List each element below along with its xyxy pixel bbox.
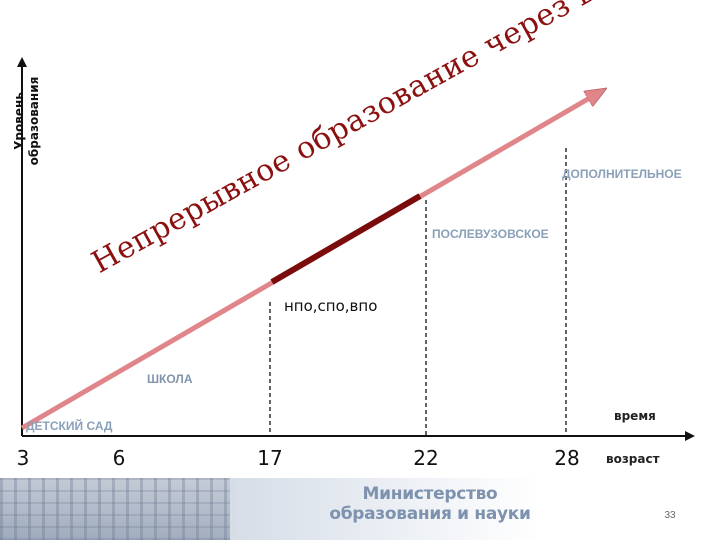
stage-npo-spo-vpo: нпо,спо,впо (284, 297, 378, 315)
y-axis-title: Уровень образования (12, 76, 41, 166)
building-image (0, 478, 230, 540)
tick-label: 6 (112, 446, 126, 470)
tick-label: 22 (413, 446, 439, 470)
ministry-logo-text: Министерство образования и науки (329, 484, 531, 524)
stage-kindergarten: ДЕТСКИЙ САД (26, 419, 113, 433)
tick-label: 17 (257, 446, 283, 470)
tick-caption: возраст (606, 452, 660, 466)
page-number: 33 (664, 510, 676, 521)
x-axis-title: время (614, 409, 656, 423)
stage-additional: ДОПОЛНИТЕЛЬНОЕ (562, 167, 682, 181)
stage-school: ШКОЛА (147, 372, 193, 386)
highlight-segment (270, 193, 422, 285)
tick-label: 3 (16, 446, 30, 470)
tick-label: 28 (554, 446, 580, 470)
stage-postgraduate: ПОСЛЕВУЗОВСКОЕ (432, 227, 549, 241)
